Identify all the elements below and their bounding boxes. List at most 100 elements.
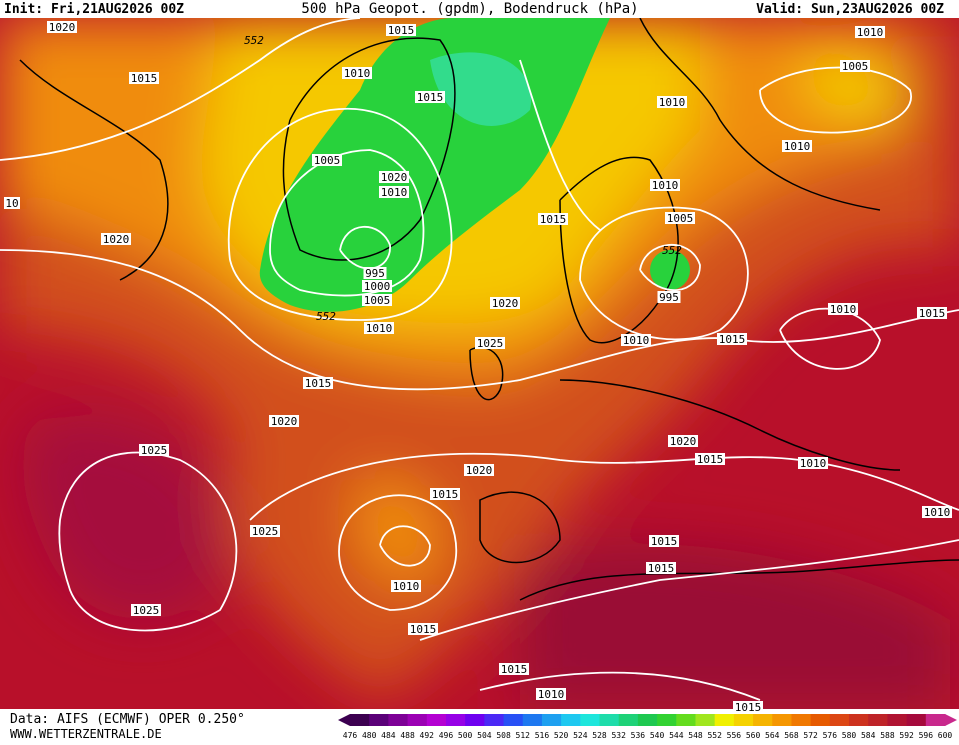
isobar-label: 1015 xyxy=(432,488,459,501)
label-box xyxy=(129,72,159,84)
colorbar-label: 568 xyxy=(784,731,799,740)
isobar-label: 1020 xyxy=(49,21,76,34)
isobar-label: 1005 xyxy=(842,60,869,73)
isobar-label: 1015 xyxy=(540,213,567,226)
colorbar-swatch xyxy=(426,714,447,726)
label-box xyxy=(269,415,299,427)
data-source: Data: AIFS (ECMWF) OPER 0.250° xyxy=(10,712,245,727)
colorbar-label: 492 xyxy=(420,731,435,740)
colorbar-label: 536 xyxy=(631,731,646,740)
label-box xyxy=(649,535,679,547)
isobar-label: 1025 xyxy=(141,444,168,457)
label-box xyxy=(131,604,161,616)
colorbar-swatch xyxy=(369,714,389,726)
colorbar-swatch xyxy=(906,714,927,726)
isobar-label: 1005 xyxy=(364,294,391,307)
label-box xyxy=(430,488,460,500)
isobar-label: 1015 xyxy=(719,333,746,346)
colorbar-label: 504 xyxy=(477,731,492,740)
isobar-label: 1025 xyxy=(477,337,504,350)
isobar-label: 995 xyxy=(659,291,679,304)
label-box xyxy=(499,663,529,675)
colorbar-swatch xyxy=(561,714,581,726)
colorbar-swatch xyxy=(772,714,792,726)
isobar-label: 1010 xyxy=(652,179,679,192)
colorbar-swatch xyxy=(810,714,831,726)
colorbar-arrow-low xyxy=(338,714,350,726)
isobar-label: 1010 xyxy=(924,506,951,519)
label-box xyxy=(415,91,445,103)
colorbar-swatch xyxy=(733,714,754,726)
isobar-label: 1010 xyxy=(393,580,420,593)
label-box xyxy=(101,233,131,245)
label-box xyxy=(917,307,947,319)
colorbar-label: 520 xyxy=(554,731,569,740)
isobar-label: 552 xyxy=(244,34,264,47)
isobar-label: 1020 xyxy=(271,415,298,428)
isobar-label: 1025 xyxy=(133,604,160,617)
label-box xyxy=(798,457,828,469)
colorbar-swatch xyxy=(445,714,466,726)
colorbar-swatch xyxy=(829,714,850,726)
label-box xyxy=(391,580,421,592)
colorbar-label: 500 xyxy=(458,731,473,740)
isobar-label: 1015 xyxy=(417,91,444,104)
colorbar-swatch xyxy=(599,714,620,726)
colorbar-label: 516 xyxy=(535,731,550,740)
colorbar-label: 544 xyxy=(669,731,684,740)
label-box xyxy=(379,186,409,198)
colorbar-swatch xyxy=(714,714,735,726)
isobar-label: 1015 xyxy=(410,623,437,636)
isobar-label: 1015 xyxy=(501,663,528,676)
colorbar-swatch xyxy=(753,714,773,726)
label-box xyxy=(363,267,387,279)
colorbar-label: 580 xyxy=(842,731,857,740)
colorbar-swatch xyxy=(849,714,869,726)
isobar-label: 1015 xyxy=(131,72,158,85)
isobar-label: 1010 xyxy=(538,688,565,701)
isobar-label: 1010 xyxy=(659,96,686,109)
label-box xyxy=(668,435,698,447)
isobar-label: 1015 xyxy=(388,24,415,37)
colorbar-swatch xyxy=(350,714,370,726)
isobar-label: 1010 xyxy=(366,322,393,335)
isobar-label: 1010 xyxy=(784,140,811,153)
label-box xyxy=(922,506,952,518)
colorbar-label: 528 xyxy=(592,731,607,740)
colorbar-label: 560 xyxy=(746,731,761,740)
colorbar-swatch xyxy=(695,714,716,726)
isobar-label: 1005 xyxy=(314,154,341,167)
colorbar-swatch xyxy=(868,714,888,726)
label-box xyxy=(364,322,394,334)
label-box xyxy=(828,303,858,315)
label-box xyxy=(475,337,505,349)
colorbar-swatch xyxy=(887,714,908,726)
colorbar: 476 480 484 488 492 496 500 504 508 512 516 520 524 5… xyxy=(338,714,957,740)
label-box xyxy=(47,21,77,33)
colorbar-label: 548 xyxy=(688,731,703,740)
isobar-label: 1015 xyxy=(697,453,724,466)
isobar-label: 1005 xyxy=(667,212,694,225)
colorbar-label: 572 xyxy=(803,731,818,740)
colorbar-label: 532 xyxy=(611,731,626,740)
map xyxy=(0,18,959,709)
colorbar-swatch xyxy=(484,714,505,726)
label-box xyxy=(536,688,566,700)
label-box xyxy=(650,179,680,191)
label-box xyxy=(386,24,416,36)
colorbar-swatch xyxy=(465,714,485,726)
isobar-label: 552 xyxy=(662,244,682,257)
isobar-label: 1010 xyxy=(857,26,884,39)
isobar-label: 1015 xyxy=(735,701,762,714)
colorbar-label: 576 xyxy=(823,731,838,740)
label-box xyxy=(538,213,568,225)
label-box xyxy=(657,96,687,108)
colorbar-swatch xyxy=(522,714,543,726)
label-box xyxy=(250,525,280,537)
label-box xyxy=(695,453,725,465)
label-box xyxy=(342,67,372,79)
colorbar-swatch xyxy=(541,714,562,726)
isobar-label: 1015 xyxy=(651,535,678,548)
label-box xyxy=(139,444,169,456)
colorbar-label: 524 xyxy=(573,731,588,740)
